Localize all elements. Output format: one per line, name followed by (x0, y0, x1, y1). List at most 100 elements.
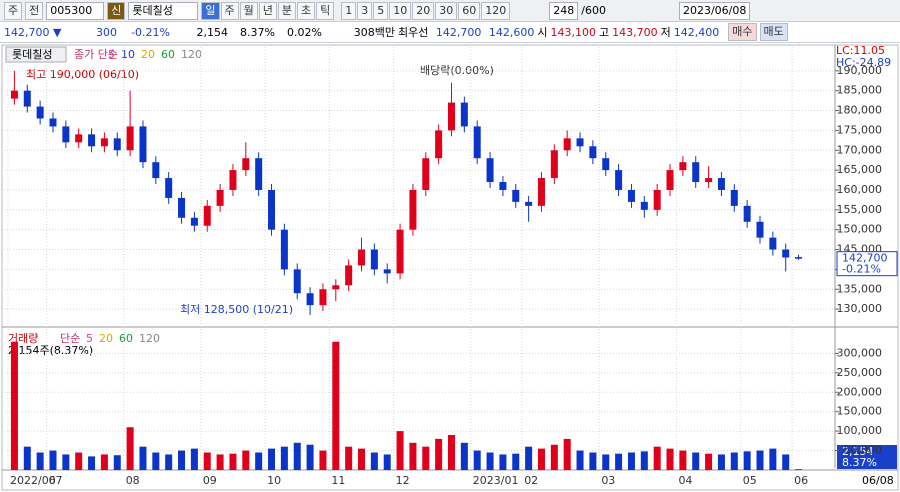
candle-body (576, 138, 584, 147)
toolbar-button[interactable]: 주 (220, 1, 239, 20)
price-tag-pct: -0.21% (842, 263, 881, 276)
x-tick-label: 03 (601, 474, 615, 487)
candle-body (499, 182, 507, 190)
volume-bar (332, 341, 340, 470)
buy-button[interactable]: 매수 (728, 23, 757, 41)
toolbar-button[interactable]: 30 (435, 1, 458, 20)
market[interactable]: 주 (4, 1, 23, 20)
toolbar-button[interactable]: 초 (297, 1, 316, 20)
candle-body (705, 178, 713, 183)
count[interactable]: 248 (549, 1, 579, 20)
candle-body (679, 162, 687, 171)
scope[interactable]: 전 (25, 1, 44, 20)
ma-label: 종가 단순 (74, 48, 118, 61)
volume-bar (100, 454, 108, 470)
volume-bar (62, 454, 70, 470)
panel-name: 롯데칠성 (12, 48, 52, 61)
sell-button[interactable]: 매도 (759, 23, 788, 41)
toolbar-button[interactable]: 3 (357, 1, 373, 20)
volume-ma-period: 5 (86, 332, 93, 345)
volume-bar (756, 450, 764, 470)
toolbar-button[interactable]: 60 (458, 1, 481, 20)
candle-body (782, 249, 790, 258)
toolbar-button[interactable]: 년 (258, 1, 277, 20)
toolbar-button[interactable]: 5 (373, 1, 389, 20)
high-note: 최고 190,000 (06/10) (26, 68, 139, 81)
ma-period: 60 (161, 48, 175, 61)
volume-bar (576, 450, 584, 470)
price-tag-text: 142,700 (842, 252, 888, 265)
code[interactable]: 005300 (46, 1, 105, 20)
candle-body (473, 126, 481, 159)
volume-bar (460, 442, 468, 470)
toolbar-button[interactable]: 20 (412, 1, 435, 20)
candle-body (692, 162, 700, 183)
volume-bar (512, 453, 520, 470)
y-tick-label: 190,000 (837, 64, 883, 77)
toolbar-button[interactable]: 분 (277, 1, 296, 20)
candle-body (203, 205, 211, 226)
volume-note: 2,154주(8.37%) (8, 344, 93, 357)
volume-bar (190, 448, 198, 470)
panel-tab (5, 46, 67, 63)
candle-body (769, 237, 777, 250)
candle-body (280, 229, 288, 270)
volume-bar (525, 446, 533, 470)
candle-body (165, 178, 173, 198)
candle-body (627, 189, 635, 202)
candle-body (319, 289, 327, 306)
volume-bar (782, 454, 790, 470)
volume-bar (306, 444, 314, 470)
volume-bar (640, 451, 648, 470)
y-tick-label: 135,000 (837, 282, 883, 295)
volume-bar (602, 454, 610, 470)
x-tick-label: 10 (267, 474, 281, 487)
volume-bar (396, 431, 404, 470)
volume-bar (653, 446, 661, 470)
volume-bar (692, 452, 700, 470)
toolbar-button[interactable]: 일 (201, 1, 220, 20)
candle-body (730, 189, 738, 206)
volume-bar (486, 452, 494, 470)
volume-bar (666, 448, 674, 470)
y-tick-label: 100,000 (837, 424, 883, 437)
volume-bar (409, 442, 417, 470)
volume-bar (589, 452, 597, 470)
x-tick-label: 04 (678, 474, 692, 487)
candle-body (49, 118, 57, 127)
toolbar-button[interactable]: 120 (481, 1, 511, 20)
open: 143,100 (550, 25, 597, 39)
candle-body (409, 189, 417, 230)
volume: 2,154 (196, 25, 229, 39)
toolbar-button[interactable]: 10 (389, 1, 412, 20)
volume-bar (563, 438, 571, 470)
volume-bar (705, 453, 713, 470)
best-label: 최우선 (398, 26, 429, 39)
candle-body (88, 134, 96, 147)
candle-body (422, 158, 430, 190)
x-tick-label: 08 (126, 474, 140, 487)
volume-ma-period: 20 (99, 332, 113, 345)
volume-bar (23, 446, 31, 470)
change: 300 (96, 25, 117, 39)
toolbar-button[interactable]: 월 (239, 1, 258, 20)
volume-bar (113, 455, 121, 470)
volume-bar (293, 442, 301, 470)
x-tick-label: 06 (794, 474, 808, 487)
ma-period: 10 (121, 48, 135, 61)
toolbar-button[interactable]: 1 (341, 1, 357, 20)
candle-body (332, 285, 340, 290)
ma-period: 20 (141, 48, 155, 61)
x-tick-label: 07 (49, 474, 63, 487)
y-tick-label: 170,000 (837, 143, 883, 156)
best-bid: 142,600 (488, 25, 535, 39)
volume-bar (49, 450, 57, 470)
volume-bar (550, 444, 558, 470)
date[interactable]: 2023/06/08 (678, 1, 751, 20)
volume-bar (358, 448, 366, 470)
candle-body (537, 178, 545, 206)
toolbar-button[interactable]: 틱 (316, 1, 335, 20)
volume-ma-period: 60 (119, 332, 133, 345)
candle-body (10, 90, 18, 99)
x-tick-label: 12 (396, 474, 410, 487)
